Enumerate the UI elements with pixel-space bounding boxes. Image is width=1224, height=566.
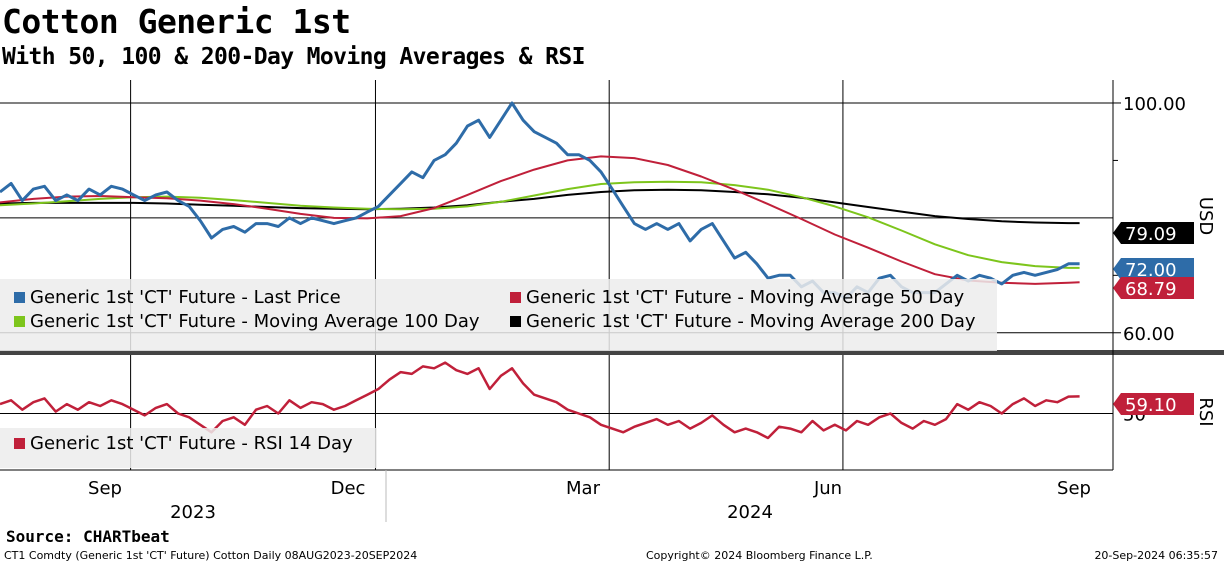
chart-subtitle: With 50, 100 & 200-Day Moving Averages &…: [2, 44, 585, 70]
grid: [0, 80, 1224, 471]
y-tick-label: 100.00: [1123, 94, 1186, 115]
legend-label: Generic 1st 'CT' Future - Moving Average…: [30, 311, 480, 332]
value-tag-bg: [1113, 222, 1194, 244]
price-legend: Generic 1st 'CT' Future - Last Price Gene…: [14, 287, 976, 332]
value-tag-label: 59.10: [1125, 395, 1177, 416]
month-label: Jun: [813, 478, 842, 499]
year-label: 2023: [170, 502, 216, 523]
rsi-panel: [0, 361, 1080, 440]
legend-label: Generic 1st 'CT' Future - RSI 14 Day: [30, 433, 353, 454]
legend-swatch: [14, 438, 25, 449]
y-axis-title: USD: [1195, 197, 1216, 235]
y-tick-label: 60.00: [1123, 324, 1175, 345]
price-legend-box: [0, 279, 997, 351]
rsi-legend-box: [0, 428, 377, 468]
legend-swatch: [510, 292, 521, 303]
value-tag-bg: [1113, 393, 1194, 415]
value-tag-label: 68.79: [1125, 279, 1177, 300]
legend-swatch: [510, 316, 521, 327]
footer-timestamp: 20-Sep-2024 06:35:57: [1094, 549, 1218, 562]
value-tag: 59.10: [1113, 393, 1194, 416]
rsi-14-day-line: [0, 361, 1080, 440]
year-label: 2024: [727, 502, 773, 523]
price-panel: [0, 101, 1080, 300]
value-tag: 79.09: [1113, 222, 1194, 245]
month-label: Dec: [331, 478, 366, 499]
generic-1st-ct-future-moving-average-100-day-line: [0, 180, 1080, 269]
footer-copyright: Copyright© 2024 Bloomberg Finance L.P.: [646, 549, 873, 562]
value-tag-bg: [1113, 258, 1194, 280]
legend-swatch: [14, 316, 25, 327]
source-label: Source: CHARTbeat: [6, 527, 170, 546]
value-tag: 68.79: [1113, 277, 1194, 300]
value-tag-label: 72.00: [1125, 260, 1177, 281]
value-tag-label: 79.09: [1125, 224, 1177, 245]
month-label: Mar: [566, 478, 601, 499]
generic-1st-ct-future-moving-average-50-day-line: [0, 155, 1080, 285]
value-tag-bg: [1113, 277, 1194, 299]
chart-title: Cotton Generic 1st: [2, 2, 351, 41]
chart-area: Generic 1st 'CT' Future - Last Price Gene…: [0, 80, 1224, 523]
legend-label: Generic 1st 'CT' Future - Moving Average…: [526, 311, 976, 332]
rsi-axis-title: RSI: [1195, 397, 1216, 426]
footer-ticker: CT1 Comdty (Generic 1st 'CT' Future) Cot…: [4, 549, 418, 562]
rsi-legend: Generic 1st 'CT' Future - RSI 14 Day: [14, 433, 353, 454]
legend-label: Generic 1st 'CT' Future - Moving Average…: [526, 287, 964, 308]
legend-label: Generic 1st 'CT' Future - Last Price: [30, 287, 341, 308]
time-axis: Sep Dec Mar Jun Sep 2023 2024: [88, 470, 1091, 523]
panel-separator: [0, 350, 1224, 355]
generic-1st-ct-future-last-price-line: [0, 101, 1080, 300]
value-tag: 72.00: [1113, 258, 1194, 281]
legend-swatch: [14, 292, 25, 303]
month-label: Sep: [1057, 478, 1091, 499]
month-label: Sep: [88, 478, 122, 499]
